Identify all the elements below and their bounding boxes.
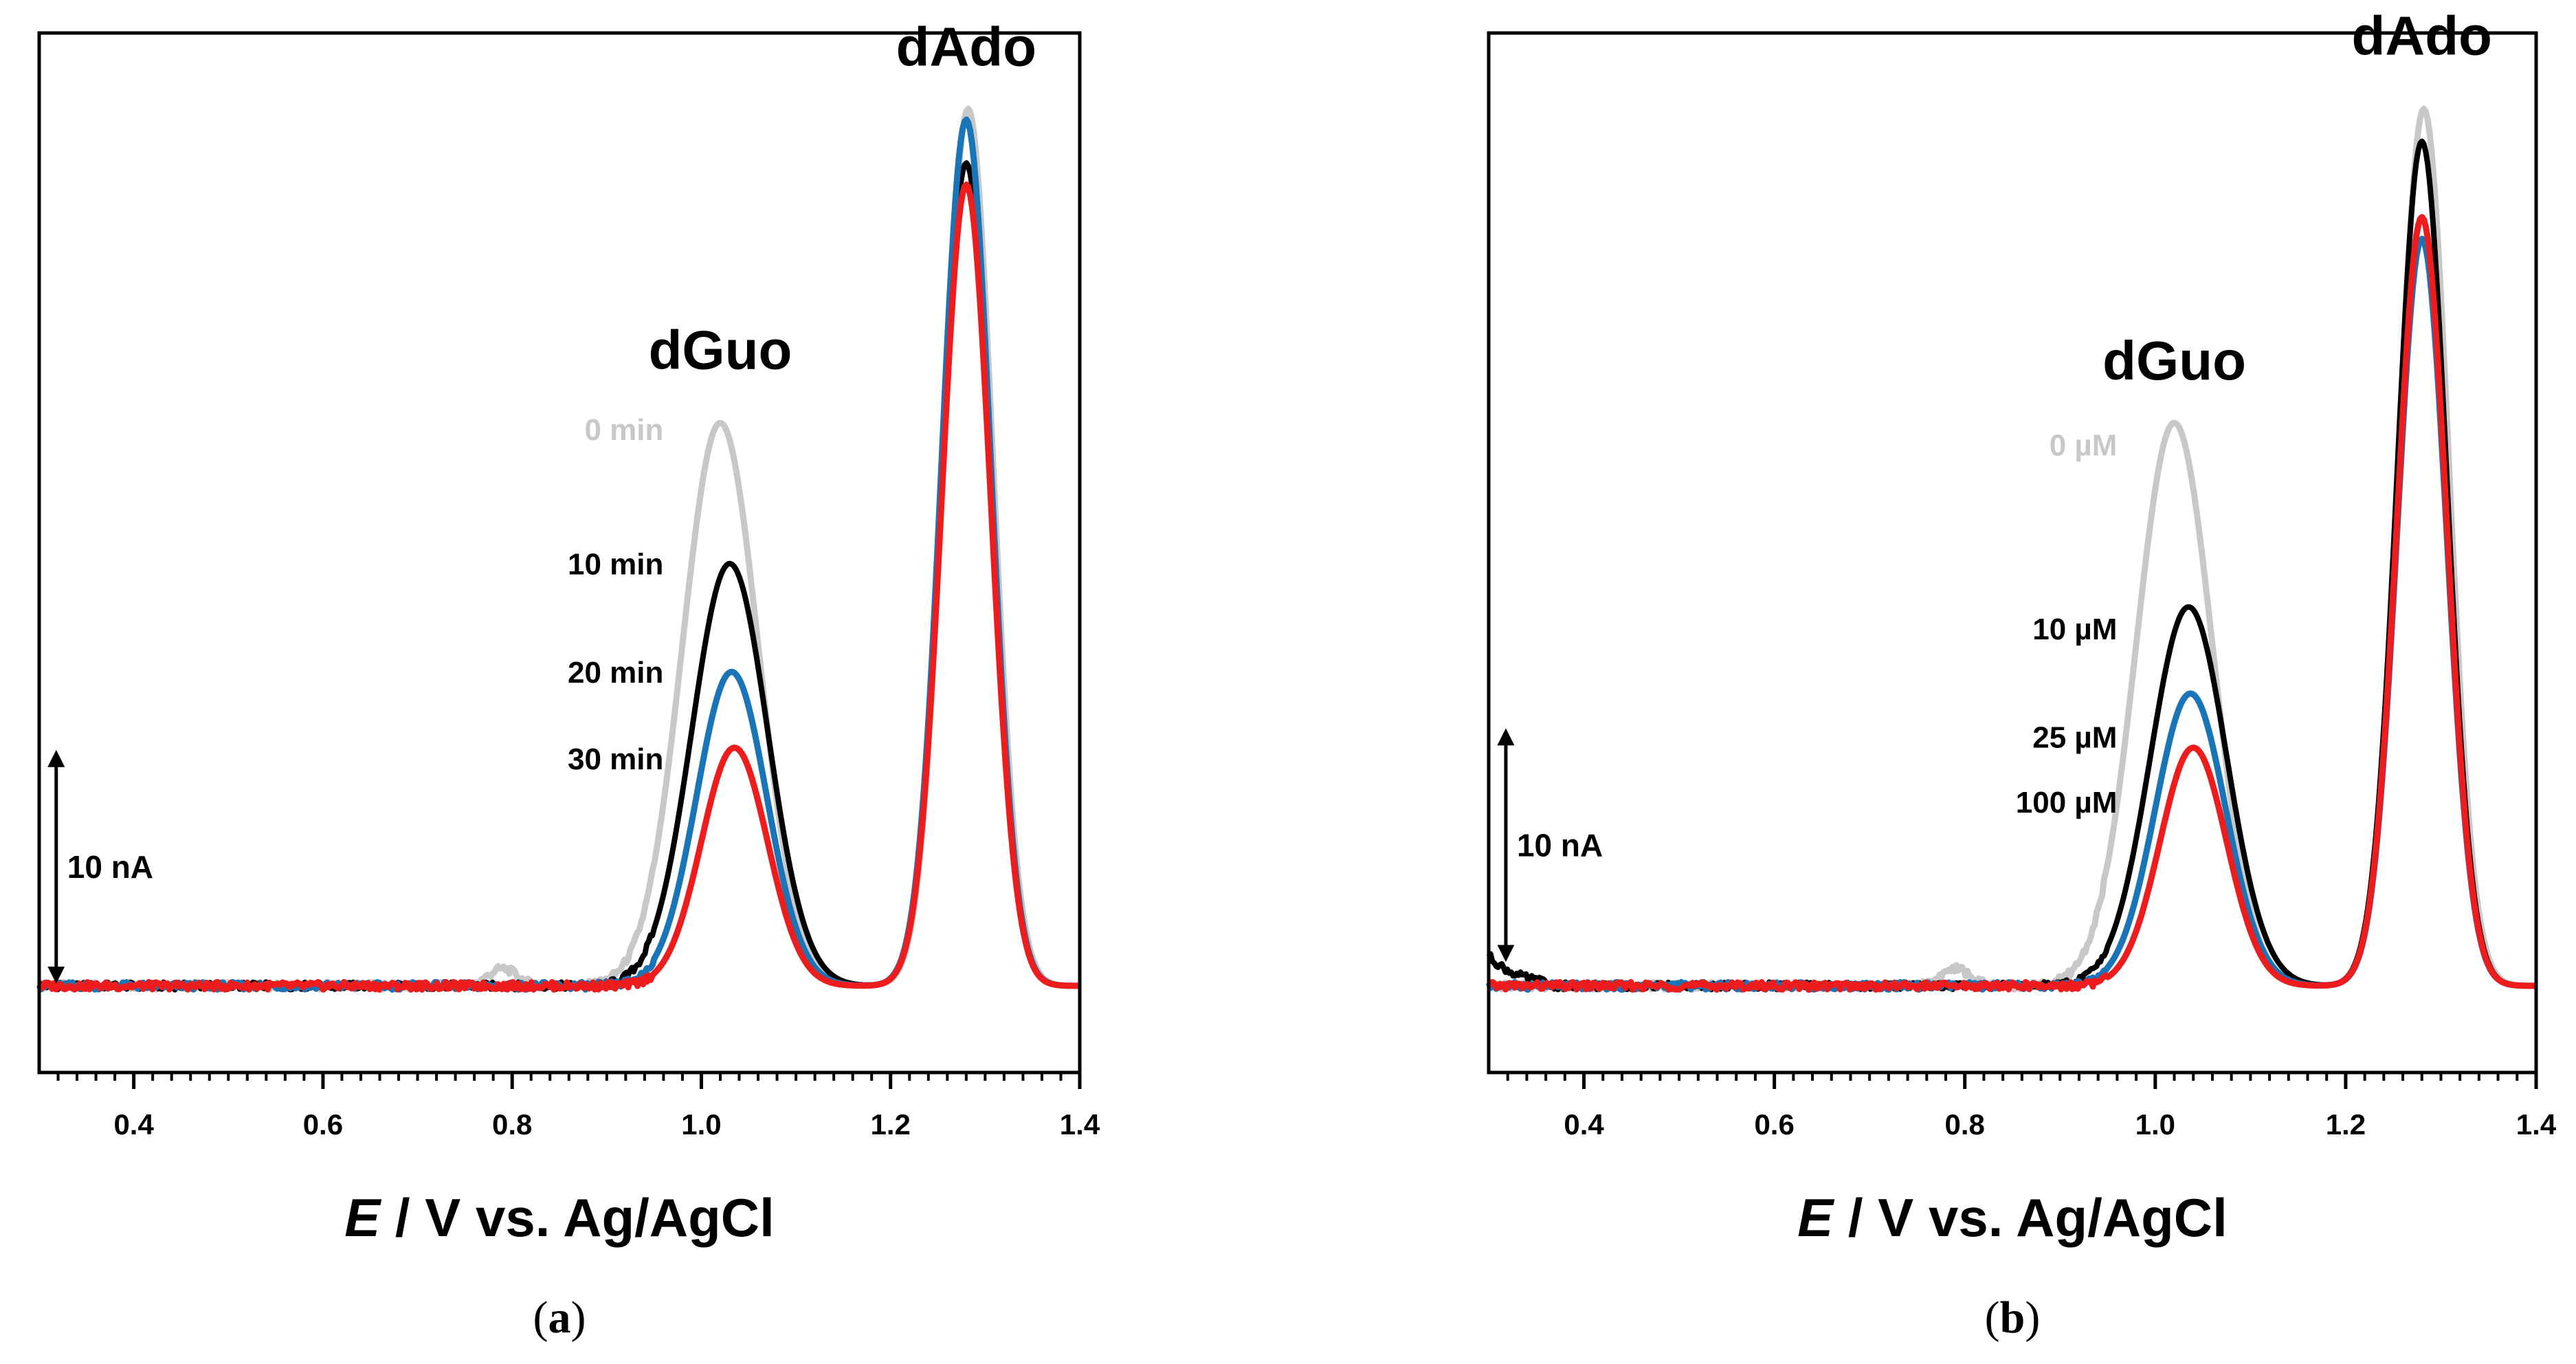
scale-bar-label: 10 nA bbox=[67, 849, 153, 885]
scale-bar-label: 10 nA bbox=[1517, 827, 1603, 863]
series-line bbox=[37, 182, 1081, 993]
series-line bbox=[38, 116, 1081, 993]
series-label: 0 min bbox=[584, 413, 663, 447]
x-tick-label: 1.2 bbox=[2326, 1108, 2366, 1141]
series-label: 30 min bbox=[568, 742, 663, 776]
x-axis-title: E / V vs. Ag/AgCl bbox=[344, 1187, 775, 1248]
x-tick-label: 1.2 bbox=[871, 1108, 911, 1141]
x-tick-label: 1.4 bbox=[2516, 1108, 2557, 1141]
series-line bbox=[36, 160, 1081, 993]
panel-b: 0.4 0.6 0.8 1.0 1.2 1.4 0 µM 10 µM 25 µM 100 µM dG… bbox=[1485, 6, 2557, 1343]
series-label: 10 µM bbox=[2032, 613, 2117, 646]
x-tick-label: 0.6 bbox=[303, 1108, 343, 1141]
series-label: 100 µM bbox=[2016, 786, 2118, 820]
plot-frame bbox=[1487, 31, 2538, 1075]
series-label: 20 min bbox=[568, 656, 663, 690]
series-line bbox=[1487, 214, 2538, 993]
peak-label: dAdo bbox=[896, 16, 1036, 77]
plot-frame bbox=[37, 31, 1082, 1075]
peak-label: dGuo bbox=[649, 319, 792, 380]
x-tick-label: 0.4 bbox=[113, 1108, 154, 1141]
x-axis-title: E / V vs. Ag/AgCl bbox=[1797, 1187, 2228, 1248]
x-tick-label: 1.0 bbox=[2135, 1108, 2175, 1141]
x-tick-label: 0.4 bbox=[1564, 1108, 1604, 1141]
x-tick-label: 1.0 bbox=[681, 1108, 721, 1141]
x-tick-label: 0.8 bbox=[1945, 1108, 1985, 1141]
series-line bbox=[1486, 138, 2538, 993]
x-tick-label: 1.4 bbox=[1060, 1108, 1100, 1141]
series-label: 25 µM bbox=[2032, 721, 2117, 755]
x-tick-label: 0.8 bbox=[492, 1108, 532, 1141]
subfigure-caption: (a) bbox=[533, 1292, 586, 1343]
peak-label: dAdo bbox=[2352, 6, 2492, 67]
panel-a: 0.4 0.6 0.8 1.0 1.2 1.4 0 min 10 min 20 min 30 mi… bbox=[36, 16, 1100, 1343]
peak-label: dGuo bbox=[2102, 330, 2246, 391]
series-line bbox=[1487, 105, 2538, 993]
x-tick-label: 0.6 bbox=[1754, 1108, 1794, 1141]
series-label: 0 µM bbox=[2050, 428, 2118, 462]
series-line bbox=[1485, 235, 2538, 993]
series-label: 10 min bbox=[568, 548, 663, 582]
subfigure-caption: (b) bbox=[1985, 1292, 2041, 1343]
series-line bbox=[36, 105, 1081, 993]
